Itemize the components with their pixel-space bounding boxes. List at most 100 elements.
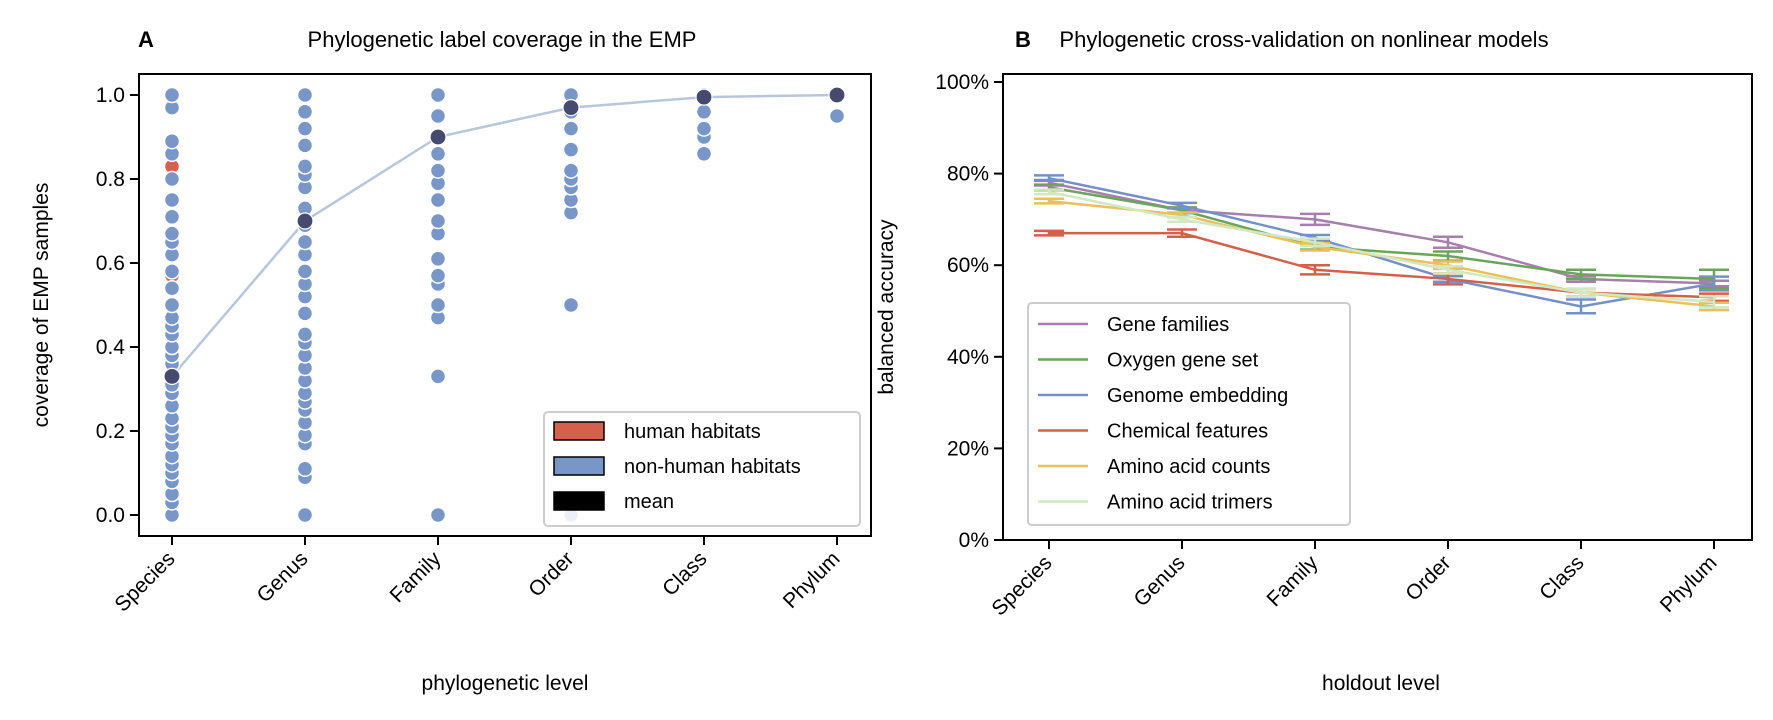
panel-b-y-axis-label: balanced accuracy (875, 219, 898, 395)
mean-point (562, 98, 580, 117)
nonhuman-point (562, 162, 580, 179)
series-line (1048, 186, 1715, 281)
y-tick-label: 0.4 (96, 336, 126, 359)
y-tick-label: 80% (947, 163, 989, 186)
x-tick-label: Family (386, 547, 446, 607)
panel-b-legend: Gene families Oxygen gene set Genome embed… (1027, 302, 1351, 526)
panel-a-frame (138, 73, 872, 537)
panel-b-frame (1002, 73, 1753, 541)
nonhuman-point (429, 296, 447, 314)
x-tick-label: Species (987, 551, 1056, 620)
panel-b-x-axis-label: holdout level (1322, 672, 1440, 695)
panel-b-legend-box (1027, 302, 1351, 526)
y-tick-label: 0.2 (96, 420, 125, 443)
nonhuman-point (429, 162, 447, 179)
legend-swatch (553, 491, 605, 511)
nonhuman-point (296, 158, 314, 175)
nonhuman-point (296, 86, 314, 104)
nonhuman-point (562, 296, 580, 314)
nonhuman-point (562, 120, 580, 137)
x-tick-label: Class (658, 547, 711, 600)
panel-b-title: Phylogenetic cross-validation on nonline… (1059, 27, 1548, 52)
legend-label: non-human habitats (624, 456, 801, 478)
nonhuman-point (296, 263, 314, 280)
legend-swatch (553, 421, 605, 441)
legend-label: Genome embedding (1107, 385, 1288, 407)
mean-point (296, 212, 314, 230)
nonhuman-point (163, 279, 181, 297)
nonhuman-point (296, 326, 314, 343)
y-tick-label: 0.6 (96, 252, 125, 275)
legend-label: Oxygen gene set (1107, 350, 1259, 372)
y-tick-label: 20% (947, 437, 989, 460)
nonhuman-point (429, 267, 447, 284)
nonhuman-point (296, 233, 314, 251)
nonhuman-point (429, 191, 447, 209)
nonhuman-point (163, 191, 181, 209)
x-tick-label: Phylum (1656, 551, 1722, 617)
mean-point (163, 367, 181, 385)
x-tick-label: Genus (1130, 551, 1190, 611)
nonhuman-point (163, 132, 181, 150)
x-tick-label: Order (524, 547, 578, 601)
nonhuman-point (163, 208, 181, 226)
panel-b: B Phylogenetic cross-validation on nonli… (875, 27, 1753, 695)
legend-label: Gene families (1107, 314, 1229, 336)
y-tick-label: 40% (947, 346, 989, 369)
legend-label: Amino acid counts (1107, 456, 1270, 478)
nonhuman-point (429, 506, 447, 524)
panel-a-y-axis-label: coverage of EMP samples (30, 183, 53, 428)
nonhuman-point (296, 506, 314, 524)
legend-swatch (553, 456, 605, 476)
nonhuman-point (163, 296, 181, 314)
x-tick-label: Species (110, 547, 179, 616)
panel-a-x-axis-label: phylogenetic level (422, 672, 589, 695)
legend-label: human habitats (624, 421, 761, 443)
nonhuman-point (695, 145, 713, 163)
series-line (1048, 199, 1715, 308)
y-tick-label: 0.0 (96, 504, 125, 527)
panel-a-legend-box (543, 411, 861, 527)
y-tick-label: 60% (947, 254, 989, 277)
y-tick-label: 0% (959, 529, 989, 552)
x-tick-label: Class (1535, 551, 1588, 604)
x-tick-label: Genus (253, 547, 313, 607)
x-tick-label: Phylum (779, 547, 845, 613)
nonhuman-point (429, 86, 447, 104)
mean-point (695, 88, 713, 106)
y-tick-label: 0.8 (96, 168, 125, 191)
x-tick-label: Family (1263, 551, 1323, 611)
nonhuman-point (562, 141, 580, 158)
nonhuman-point (429, 145, 447, 163)
legend-label: Chemical features (1107, 421, 1268, 443)
nonhuman-point (296, 460, 314, 478)
nonhuman-point (429, 250, 447, 268)
nonhuman-point (163, 225, 181, 242)
nonhuman-point (296, 103, 314, 121)
nonhuman-point (695, 120, 713, 137)
x-tick-label: Order (1401, 551, 1455, 605)
panel-a-letter: A (138, 27, 154, 52)
mean-line (171, 93, 838, 378)
panel-a: A Phylogenetic label coverage in the EMP… (30, 27, 872, 695)
nonhuman-point (296, 120, 314, 137)
nonhuman-point (828, 107, 846, 125)
series-line (1048, 176, 1715, 308)
nonhuman-point (429, 212, 447, 230)
series-line (1048, 190, 1715, 304)
y-tick-label: 100% (935, 71, 989, 94)
series-line (1049, 231, 1715, 299)
nonhuman-point (163, 86, 181, 104)
legend-label: mean (624, 491, 674, 513)
mean-point (828, 86, 846, 104)
nonhuman-point (296, 305, 314, 322)
panel-a-legend: human habitats non-human habitats mean (543, 411, 861, 527)
panel-b-letter: B (1015, 27, 1031, 52)
mean-point (429, 128, 447, 146)
nonhuman-point (429, 368, 447, 385)
nonhuman-point (163, 170, 181, 188)
nonhuman-point (163, 263, 181, 280)
legend-label: Amino acid trimers (1107, 492, 1273, 514)
panel-a-title: Phylogenetic label coverage in the EMP (308, 27, 697, 52)
